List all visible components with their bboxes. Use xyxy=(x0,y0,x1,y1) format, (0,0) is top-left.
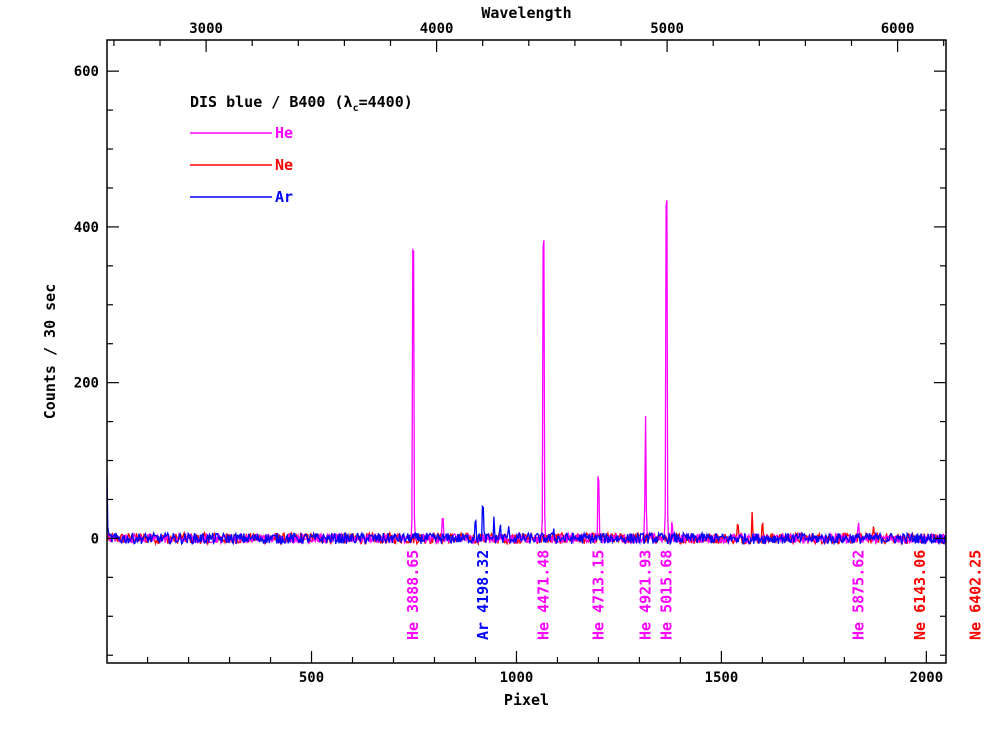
x-tick-label: 2000 xyxy=(909,670,943,686)
line-label: He 4713.15 xyxy=(589,550,607,640)
chart-title: DIS blue / B400 (λc=4400) xyxy=(190,93,413,114)
series-layer xyxy=(107,200,946,547)
line-label: He 4471.48 xyxy=(535,550,553,640)
legend-label-he: He xyxy=(275,124,293,142)
line-label: Ar 4198.32 xyxy=(474,550,492,640)
x-tick-label: 1000 xyxy=(500,670,534,686)
ticks-layer: 500 1000 1500 2000 3000 4000 5000 6000 0 200 400 60… xyxy=(74,21,946,686)
line-label: He 4921.93 xyxy=(637,550,655,640)
y-tick-label: 400 xyxy=(74,220,99,236)
x-tick-label: 1500 xyxy=(705,670,739,686)
line-labels: He 3888.65 Ar 4198.32 He 4471.48 He 4713.15… xyxy=(404,550,984,640)
y-tick-label: 600 xyxy=(74,64,99,80)
top-tick-label: 6000 xyxy=(881,21,915,37)
line-label: He 5015.68 xyxy=(657,550,675,640)
legend-label-ne: Ne xyxy=(275,156,293,174)
top-axis-title: Wavelength xyxy=(481,4,571,22)
legend-label-ar: Ar xyxy=(275,188,293,206)
x-tick-label: 500 xyxy=(299,670,324,686)
x-axis-title: Pixel xyxy=(504,691,549,709)
y-tick-label: 0 xyxy=(91,531,99,547)
top-tick-label: 3000 xyxy=(189,21,223,37)
line-label: He 5875.62 xyxy=(850,550,868,640)
y-axis-title: Counts / 30 sec xyxy=(41,284,59,419)
line-label: Ne 6402.25 xyxy=(967,550,985,640)
plot-frame xyxy=(106,39,947,664)
line-label: Ne 6143.06 xyxy=(911,550,929,640)
legend: DIS blue / B400 (λc=4400) He Ne Ar xyxy=(190,93,413,206)
top-tick-label: 5000 xyxy=(650,21,684,37)
series-line-ar xyxy=(107,472,946,546)
top-tick-label: 4000 xyxy=(420,21,454,37)
line-label: He 3888.65 xyxy=(404,550,422,640)
y-tick-label: 200 xyxy=(74,376,99,392)
